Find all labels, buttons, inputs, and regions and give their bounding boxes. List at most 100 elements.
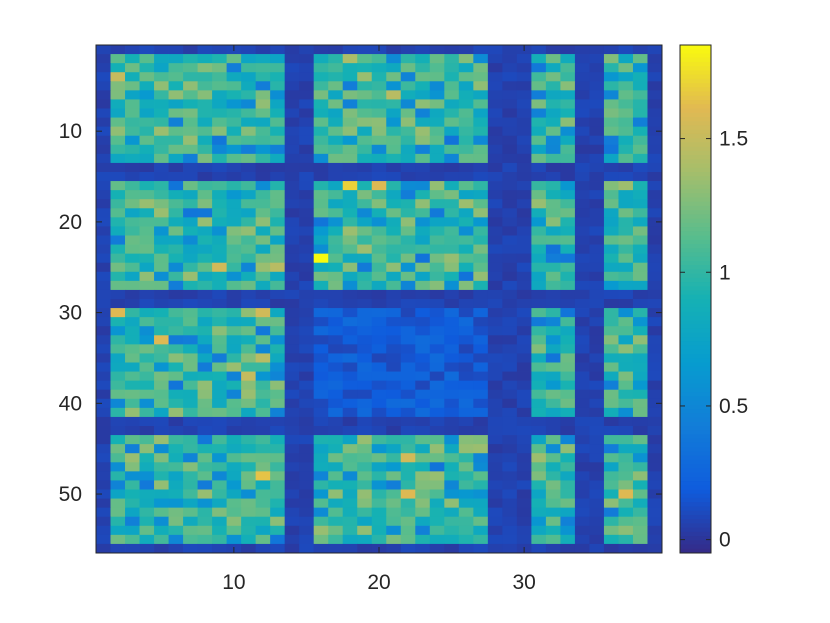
heatmap-cell — [516, 380, 532, 391]
heatmap-cell — [197, 525, 213, 536]
heatmap-cell — [226, 99, 242, 109]
heatmap-cell — [328, 416, 344, 427]
heatmap-cell — [560, 72, 576, 82]
heatmap-cell — [96, 353, 111, 363]
heatmap-cell — [618, 498, 634, 509]
heatmap-cell — [618, 271, 634, 282]
heatmap-cell — [342, 435, 358, 445]
heatmap-cell — [284, 108, 300, 118]
heatmap-cell — [125, 226, 140, 236]
heatmap-cell — [212, 253, 228, 264]
heatmap-cell — [255, 280, 271, 291]
heatmap-cell — [502, 181, 518, 191]
heatmap-cell — [226, 489, 242, 499]
heatmap-cell — [560, 444, 576, 454]
heatmap-cell — [647, 507, 663, 518]
heatmap-cell — [255, 162, 271, 173]
heatmap-cell — [487, 144, 503, 155]
heatmap-cell — [473, 135, 489, 146]
heatmap-cell — [212, 498, 228, 509]
heatmap-cell — [241, 144, 257, 155]
heatmap-cell — [545, 525, 561, 536]
colorbar-swatch — [680, 277, 711, 283]
heatmap-cell — [487, 217, 503, 227]
heatmap-cell — [502, 516, 518, 527]
heatmap-cell — [357, 317, 373, 327]
heatmap-cell — [647, 471, 663, 481]
heatmap-cell — [415, 199, 431, 209]
heatmap-cell — [647, 217, 663, 227]
heatmap-cell — [328, 398, 344, 409]
heatmap-cell — [96, 190, 111, 200]
heatmap-cell — [473, 534, 489, 545]
heatmap-cell — [255, 144, 271, 155]
heatmap-cell — [458, 534, 474, 545]
heatmap-cell — [386, 398, 402, 409]
heatmap-cell — [589, 326, 605, 336]
heatmap-cell — [502, 453, 518, 463]
heatmap-cell — [618, 235, 634, 245]
heatmap-cell — [168, 117, 184, 128]
heatmap-cell — [487, 117, 503, 128]
heatmap-cell — [603, 344, 619, 354]
heatmap-cell — [444, 416, 460, 427]
heatmap-cell — [531, 398, 547, 409]
heatmap-cell — [313, 144, 329, 155]
heatmap-cell — [328, 335, 344, 345]
heatmap-cell — [371, 480, 387, 490]
heatmap-cell — [328, 217, 344, 227]
heatmap-cell — [400, 435, 416, 445]
heatmap-cell — [313, 253, 329, 264]
heatmap-cell — [299, 416, 315, 427]
heatmap-cell — [473, 90, 489, 100]
heatmap-cell — [429, 226, 445, 236]
heatmap-cell — [400, 543, 416, 554]
heatmap-cell — [545, 380, 561, 391]
heatmap-cell — [560, 299, 576, 309]
heatmap-cell — [473, 471, 489, 481]
heatmap-cell — [284, 498, 300, 509]
heatmap-cell — [574, 489, 590, 499]
heatmap-cell — [154, 471, 169, 481]
heatmap-cell — [197, 507, 213, 518]
heatmap-cell — [531, 489, 547, 499]
heatmap-cell — [429, 271, 445, 282]
colorbar-swatch — [680, 260, 711, 266]
colorbar-swatch — [680, 459, 711, 465]
heatmap-cell — [603, 244, 619, 255]
heatmap-cell — [487, 162, 503, 173]
heatmap-cell — [197, 426, 213, 436]
heatmap-cell — [531, 498, 547, 509]
heatmap-cell — [255, 226, 271, 236]
heatmap-cell — [429, 344, 445, 354]
heatmap-cell — [212, 362, 228, 372]
heatmap-cell — [618, 162, 634, 173]
heatmap-cell — [603, 389, 619, 400]
heatmap-cell — [125, 181, 140, 191]
heatmap-cell — [458, 226, 474, 236]
heatmap-cell — [386, 217, 402, 227]
heatmap-cell — [168, 99, 184, 109]
heatmap-cell — [183, 63, 198, 73]
heatmap-cell — [168, 162, 184, 173]
heatmap-cell — [357, 235, 373, 245]
heatmap-cell — [342, 462, 358, 472]
heatmap-cell — [342, 217, 358, 227]
heatmap-cell — [502, 153, 518, 164]
heatmap-cell — [270, 407, 286, 418]
heatmap-cell — [618, 153, 634, 164]
heatmap-cell — [313, 516, 329, 527]
heatmap-cell — [632, 335, 648, 345]
heatmap-cell — [632, 126, 648, 137]
heatmap-cell — [632, 453, 648, 463]
heatmap-cell — [139, 326, 155, 336]
heatmap-cell — [560, 217, 576, 227]
colorbar-swatch — [680, 337, 711, 342]
heatmap-cell — [168, 489, 184, 499]
heatmap-cell — [270, 543, 286, 554]
heatmap-cell — [299, 335, 315, 345]
heatmap-cell — [415, 217, 431, 227]
heatmap-cell — [589, 45, 605, 55]
heatmap-cell — [168, 244, 184, 255]
heatmap-cell — [618, 54, 634, 64]
